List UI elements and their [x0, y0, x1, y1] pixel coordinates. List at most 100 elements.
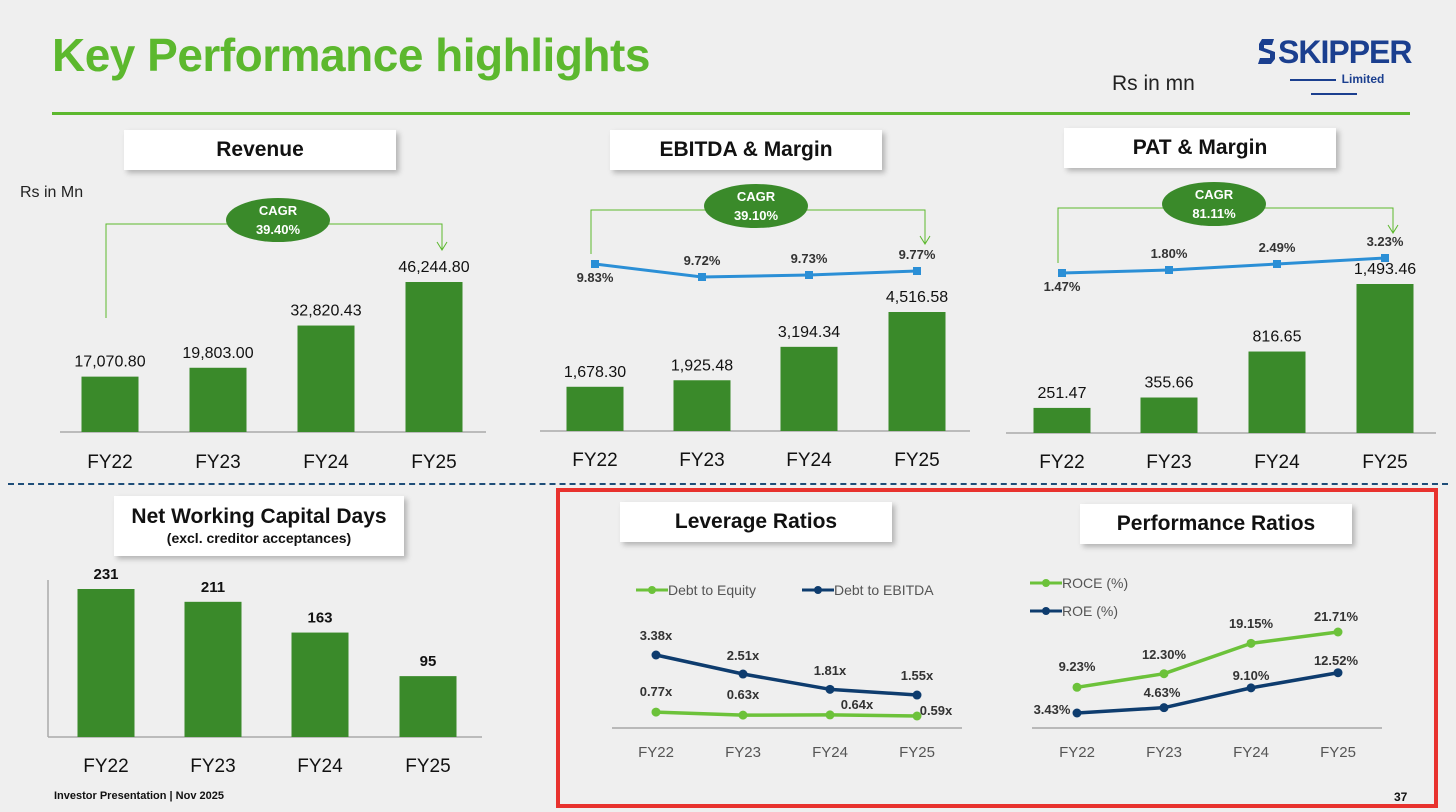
pat-bar — [1140, 397, 1198, 433]
performance-series-point — [1246, 683, 1256, 693]
performance-title: Performance Ratios — [1116, 512, 1316, 535]
ebitda-margin-point — [805, 271, 813, 279]
ebitda-margin-label: 9.77% — [899, 247, 936, 262]
ebitda-value-label: 1,925.48 — [671, 357, 733, 374]
nwc-value-label: 95 — [420, 653, 437, 670]
leverage-data-label: 2.51x — [727, 648, 760, 663]
revenue-cagr-label: CAGR — [259, 203, 298, 218]
nwc-category-label: FY25 — [405, 756, 450, 777]
leverage-series-point — [738, 669, 748, 679]
leverage-data-label: 1.55x — [901, 668, 934, 683]
pat-value-label: 355.66 — [1145, 375, 1194, 392]
revenue-value-label: 46,244.80 — [398, 259, 469, 276]
ebitda-category-label: FY25 — [894, 450, 939, 471]
ebitda-category-label: FY22 — [572, 450, 617, 471]
units-label: Rs in mn — [1112, 72, 1195, 95]
leverage-series-point — [912, 711, 922, 721]
pat-category-label: FY23 — [1146, 452, 1191, 473]
ebitda-cagr-badge — [704, 184, 808, 228]
revenue-bar — [297, 325, 355, 432]
leverage-series-point — [912, 690, 922, 700]
pat-category-label: FY25 — [1362, 452, 1407, 473]
leverage-series-point — [738, 710, 748, 720]
performance-data-label: 12.52% — [1314, 653, 1359, 668]
nwc-bar — [77, 589, 135, 737]
ebitda-margin-label: 9.72% — [684, 253, 721, 268]
revenue-cagr-value: 39.40% — [256, 222, 301, 237]
performance-category-label: FY25 — [1320, 744, 1356, 761]
ebitda-cagr-value: 39.10% — [734, 208, 779, 223]
revenue-cagr-arrow-icon — [436, 241, 448, 251]
performance-series-line — [1076, 670, 1339, 715]
nwc-subtitle: (excl. creditor acceptances) — [166, 530, 352, 546]
performance-series-point — [1072, 708, 1082, 718]
pat-title: PAT & Margin — [1132, 136, 1268, 159]
performance-series-point — [1072, 682, 1082, 692]
ebitda-margin-label: 9.83% — [577, 270, 614, 285]
nwc-value-label: 163 — [307, 610, 332, 627]
nwc-title: Net Working Capital Days — [131, 505, 387, 528]
leverage-title-box: Leverage Ratios — [620, 502, 892, 542]
leverage-data-label: 0.64x — [841, 697, 874, 712]
revenue-category-label: FY22 — [87, 452, 132, 473]
revenue-bar — [81, 376, 139, 432]
pat-margin-label: 1.47% — [1044, 279, 1081, 294]
leverage-data-label: 0.59x — [920, 703, 953, 718]
footer-text: Investor Presentation | Nov 2025 — [54, 790, 224, 802]
leverage-data-label: 0.77x — [640, 684, 673, 699]
revenue-cagr-badge — [226, 198, 330, 242]
page-title: Key Performance highlights — [52, 29, 650, 81]
pat-margin-label: 3.23% — [1367, 234, 1404, 249]
pat-cagr-badge — [1162, 182, 1266, 226]
revenue-value-label: 19,803.00 — [182, 345, 253, 362]
ebitda-cagr-label: CAGR — [737, 189, 776, 204]
nwc-title-box: Net Working Capital Days (excl. creditor… — [114, 496, 404, 556]
pat-category-label: FY22 — [1039, 452, 1084, 473]
nwc-value-label: 211 — [201, 579, 225, 596]
revenue-bar — [189, 367, 247, 432]
pat-value-label: 251.47 — [1038, 385, 1087, 402]
performance-title-box: Performance Ratios — [1080, 504, 1352, 544]
rs-in-mn-label: Rs in Mn — [20, 184, 84, 201]
nwc-category-label: FY22 — [83, 756, 128, 777]
pat-value-label: 816.65 — [1253, 329, 1302, 346]
nwc-bar — [399, 676, 457, 737]
company-logo: SKIPPER Limited — [1256, 34, 1412, 90]
pat-margin-label: 2.49% — [1259, 240, 1296, 255]
ebitda-margin-point — [698, 273, 706, 281]
pat-margin-point — [1381, 254, 1389, 262]
ebitda-bar — [780, 346, 838, 431]
leverage-category-label: FY25 — [899, 744, 935, 761]
revenue-value-label: 32,820.43 — [290, 303, 361, 320]
pat-bar — [1033, 407, 1091, 433]
pat-value-label: 1,493.46 — [1354, 261, 1416, 278]
performance-series-point — [1333, 668, 1343, 678]
pat-title-box: PAT & Margin — [1064, 128, 1336, 168]
ebitda-title: EBITDA & Margin — [659, 138, 833, 161]
leverage-series-point — [825, 684, 835, 694]
ebitda-cagr-arrow-icon — [919, 235, 931, 245]
pat-margin-label: 1.80% — [1151, 246, 1188, 261]
performance-legend-label: ROCE (%) — [1062, 575, 1128, 591]
ebitda-value-label: 4,516.58 — [886, 289, 948, 306]
leverage-legend-label: Debt to EBITDA — [834, 582, 934, 598]
leverage-category-label: FY22 — [638, 744, 674, 761]
leverage-category-label: FY24 — [812, 744, 848, 761]
ebitda-value-label: 1,678.30 — [564, 364, 626, 381]
performance-series-point — [1159, 669, 1169, 679]
performance-category-label: FY23 — [1146, 744, 1182, 761]
ebitda-title-box: EBITDA & Margin — [610, 130, 882, 170]
performance-series-point — [1333, 627, 1343, 637]
page-number: 37 — [1394, 790, 1408, 804]
performance-legend-marker — [1042, 607, 1050, 615]
ebitda-category-label: FY23 — [679, 450, 724, 471]
header-rule — [52, 112, 1410, 115]
ebitda-bar — [673, 380, 731, 431]
ebitda-margin-label: 9.73% — [791, 251, 828, 266]
revenue-value-label: 17,070.80 — [74, 354, 145, 371]
performance-category-label: FY24 — [1233, 744, 1269, 761]
revenue-title-box: Revenue — [124, 130, 396, 170]
leverage-legend-marker — [814, 586, 822, 594]
performance-data-label: 9.23% — [1059, 659, 1096, 674]
performance-data-label: 3.43% — [1034, 702, 1071, 717]
